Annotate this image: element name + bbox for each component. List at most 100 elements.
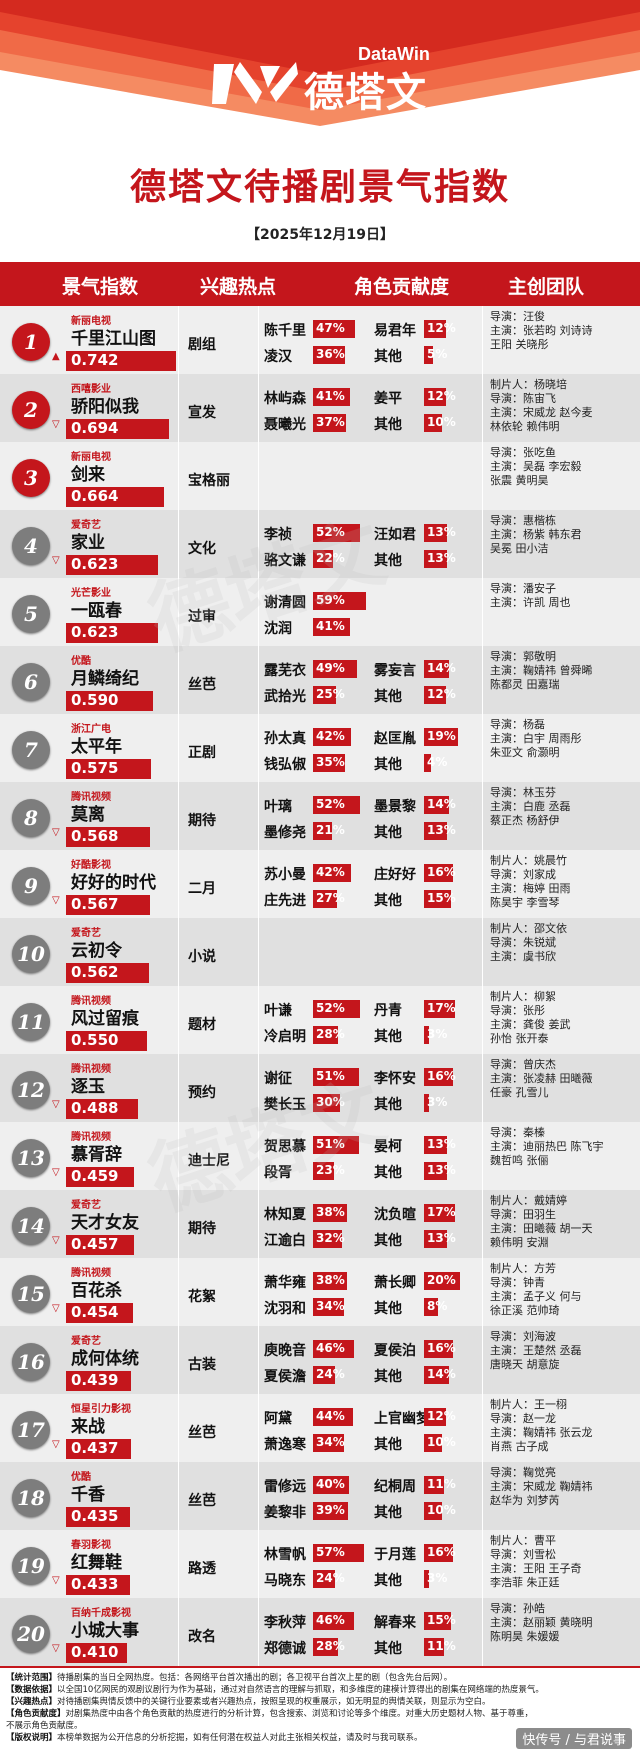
role-2-pct: 17% (427, 1001, 456, 1015)
team-line: 主演：宋威龙 鞠婧祎 (490, 1480, 593, 1493)
index-value: 0.623 (71, 623, 119, 641)
index-bar (66, 827, 150, 847)
role-4-name: 其他 (374, 417, 402, 433)
role-2-name: 李怀安 (374, 1071, 416, 1087)
team-line: 导演：赵一龙 (490, 1412, 556, 1425)
role-1-name: 李秋萍 (264, 1615, 306, 1631)
table-row: 3 新丽电视 剑来 0.664 宝格丽 导演：张吃鱼 主演：吴磊 李宏毅 张震 黄明昊 (0, 442, 640, 512)
rank-badge: 5 (12, 595, 50, 633)
hot-topic: 期待 (188, 1221, 216, 1237)
rank-number: 18 (17, 1486, 45, 1510)
role-4-pct: 5% (427, 347, 448, 361)
team-line: 主演：赵丽颖 黄晓明 (490, 1616, 593, 1629)
role-1-bar (313, 1136, 359, 1154)
index-bar (66, 1167, 134, 1187)
footnote-text: 本榜单数据为公开信息的分析挖掘，如有任何潜在权益人对此主张相关权益，请及时与我司… (57, 1733, 423, 1743)
team-line: 主演：王阳 王子奇 (490, 1562, 582, 1575)
role-1-bar (313, 1204, 348, 1222)
role-4-name: 其他 (374, 349, 402, 365)
role-2-bar (424, 320, 446, 338)
footnote-text: 以全国10亿网民的观剧议剧行为作为基础，通过对自然语言的理解与抓取，和多维度的建… (57, 1685, 544, 1695)
role-3-share: 24% (313, 1366, 367, 1384)
role-1-bar (313, 592, 367, 610)
footnote-text: 对剧集热度中由各个角色贡献的热度进行的分析计算，包含搜索、浏览和讨论等多个维度。… (65, 1709, 534, 1719)
creative-team: 导演：潘安子 主演：许凯 周也 (490, 582, 638, 610)
role-1-bar (313, 1612, 355, 1630)
role-2-share: 16% (424, 1068, 464, 1086)
rank-number: 2 (24, 398, 38, 422)
role-3-bar (313, 1298, 344, 1316)
role-3-pct: 35% (316, 755, 345, 769)
role-1-share: 41% (313, 388, 367, 406)
table-row: 2 ▽ 西嘻影业 骄阳似我 0.694 宣发 林屿森 41% 姜平 12% 聂曦光 37% 其他 10% 制… (0, 374, 640, 444)
role-2-bar (424, 728, 459, 746)
team-line: 制片人：曹平 (490, 1534, 556, 1547)
role-3-bar (313, 1366, 335, 1384)
role-4-share (424, 618, 464, 636)
role-2-pct: 13% (427, 1137, 456, 1151)
role-3-name: 沈羽和 (264, 1301, 306, 1317)
team-line: 主演：张若昀 刘诗诗 (490, 324, 593, 337)
role-1-bar (313, 660, 358, 678)
team-line: 导演：刘家成 (490, 868, 556, 881)
drama-name: 天才女友 (71, 1213, 139, 1233)
rank-badge: 1 (12, 323, 50, 361)
role-3-share: 30% (313, 1094, 367, 1112)
platform-label: 爱奇艺 (71, 520, 101, 531)
role-1-bar (313, 1476, 349, 1494)
role-4-bar (424, 754, 432, 772)
role-4-bar (424, 414, 442, 432)
role-1-pct: 57% (316, 1545, 345, 1559)
rank-badge: 3 (12, 459, 50, 497)
role-3-share (313, 958, 367, 976)
drama-name: 一瓯春 (71, 601, 122, 621)
team-line: 制片人：方芳 (490, 1262, 556, 1275)
index-bar (66, 691, 153, 711)
role-2-pct: 16% (427, 1545, 456, 1559)
team-line: 导演：孙皓 (490, 1602, 545, 1615)
rank-number: 16 (17, 1350, 45, 1374)
role-2-share: 19% (424, 728, 464, 746)
column-header-role: 角色贡献度 (354, 276, 450, 298)
index-bar (66, 1031, 147, 1051)
creative-team: 制片人：邵文依 导演：朱锐斌 主演：虞书欣 (490, 922, 638, 964)
index-bar (66, 759, 151, 779)
role-2-name: 夏侯泊 (374, 1343, 416, 1359)
role-2-bar (424, 1408, 446, 1426)
drama-name: 来战 (71, 1417, 105, 1437)
index-bar (66, 1099, 138, 1119)
index-value: 0.623 (71, 555, 119, 573)
role-2-pct: 14% (427, 797, 456, 811)
platform-label: 西嘻影业 (71, 384, 111, 395)
role-3-name: 姜黎非 (264, 1505, 306, 1521)
role-4-share: 14% (424, 1366, 464, 1384)
team-line: 主演：张凌赫 田曦薇 (490, 1072, 593, 1085)
creative-team: 导演：惠楷栋 主演：杨紫 韩东君 吴冕 田小洁 (490, 514, 638, 556)
role-1-bar (313, 320, 356, 338)
role-3-bar (313, 1094, 340, 1112)
page-title: 德塔文待播剧景气指数 (129, 167, 510, 208)
role-2-bar (424, 1272, 460, 1290)
role-4-share: 11% (424, 1638, 464, 1656)
hot-topic: 丝芭 (188, 1425, 216, 1441)
role-3-pct: 34% (316, 1435, 345, 1449)
column-header-hot: 兴趣热点 (200, 276, 277, 298)
team-line: 魏哲鸣 张俪 (490, 1154, 549, 1167)
role-1-pct: 38% (316, 1273, 345, 1287)
role-4-pct: 3% (427, 1095, 448, 1109)
table-row: 1 ▲ 新丽电视 千里江山图 0.742 剧组 陈千里 47% 易君年 12% 凌汉 36% 其他 5% 导… (0, 306, 640, 376)
rank-number: 3 (24, 466, 38, 490)
role-4-share: 4% (424, 754, 464, 772)
role-2-pct: 16% (427, 1069, 456, 1083)
role-1-name: 林雪帆 (264, 1547, 306, 1563)
role-1-pct: 52% (316, 1001, 345, 1015)
index-value: 0.459 (71, 1167, 119, 1185)
hot-topic: 古装 (188, 1357, 216, 1373)
index-bar (66, 1235, 134, 1255)
role-2-share: 14% (424, 796, 464, 814)
role-1-share (313, 456, 367, 474)
team-line: 陈都灵 田嘉瑞 (490, 678, 560, 691)
footnote-label: 【角色贡献度】 (6, 1709, 66, 1719)
drama-name: 家业 (71, 533, 105, 553)
rank-badge: 19 (12, 1547, 50, 1585)
